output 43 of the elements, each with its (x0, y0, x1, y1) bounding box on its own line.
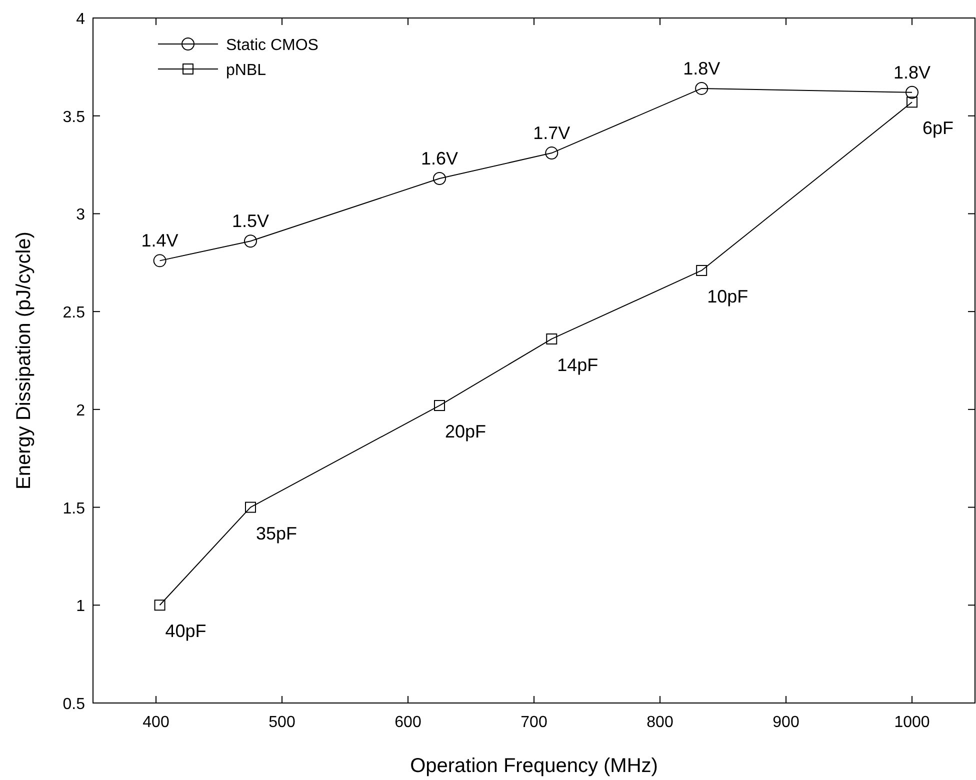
annotation: 1.8V (683, 58, 720, 78)
x-tick-label: 800 (646, 714, 674, 731)
annotation: 1.4V (141, 230, 178, 251)
point (244, 234, 257, 248)
point (433, 172, 446, 185)
y-tick-label: 2 (76, 402, 86, 420)
point (546, 333, 558, 344)
point (434, 400, 445, 412)
legend-label: Static CMOS (226, 37, 318, 54)
annotation: 1.6V (420, 148, 458, 168)
x-axis-title: Operation Frequency (MHz) (410, 755, 658, 777)
y-tick-label: 4 (76, 11, 86, 28)
point (153, 254, 166, 268)
y-tick-label: 0.5 (62, 696, 86, 713)
annotation: 6pF (922, 118, 954, 138)
x-tick-label: 700 (520, 714, 548, 731)
y-tick-label: 3.5 (62, 108, 86, 126)
point (696, 264, 708, 276)
x-tick-label: 900 (772, 714, 800, 731)
annotation: 35pF (256, 523, 298, 544)
annotation: 1.8V (893, 62, 931, 82)
y-axis-title: Energy Dissipation (pJ/cycle) (13, 232, 35, 490)
y-tick-label: 3 (76, 206, 86, 224)
point (545, 146, 558, 160)
x-tick-label: 1000 (894, 714, 930, 731)
annotation: 1.5V (232, 211, 270, 232)
point (906, 86, 918, 99)
annotation: 40pF (165, 621, 206, 642)
y-tick-label: 2.5 (62, 304, 86, 322)
point (906, 96, 918, 108)
point (245, 502, 256, 513)
annotation: 1.7V (533, 123, 570, 144)
legend-label: pNBL (226, 62, 266, 79)
annotation: 10pF (707, 286, 748, 306)
x-tick-label: 600 (394, 714, 422, 731)
point (154, 600, 166, 611)
x-tick-label: 400 (142, 714, 170, 731)
annotation: 20pF (444, 422, 486, 442)
x-tick-label: 500 (268, 714, 296, 731)
point (695, 82, 708, 95)
y-tick-label: 1.5 (62, 500, 86, 518)
annotation: 14pF (557, 354, 598, 375)
y-tick-label: 1 (76, 598, 86, 616)
